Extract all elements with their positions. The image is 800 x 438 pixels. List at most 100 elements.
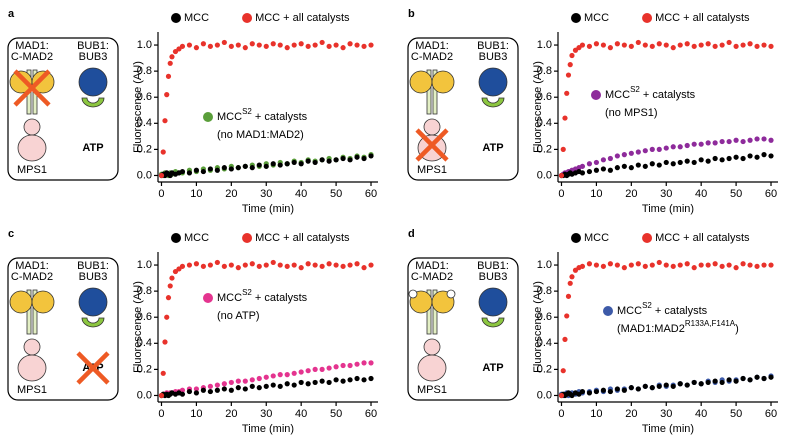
data-point <box>607 167 613 173</box>
data-point <box>200 41 206 47</box>
data-point <box>312 366 318 372</box>
data-point <box>326 365 332 371</box>
annotation-sup: S2 <box>642 301 652 310</box>
data-point <box>277 42 283 48</box>
annotation-text: MCC <box>605 89 630 101</box>
data-point <box>361 265 367 271</box>
data-point <box>628 43 634 49</box>
x-tick-label: 50 <box>730 188 742 200</box>
diagram-label: BUB1: <box>477 260 509 272</box>
data-point <box>277 372 283 378</box>
data-point <box>740 42 746 48</box>
data-point <box>284 161 290 167</box>
mad2 <box>431 70 455 94</box>
diagram-label: C-MAD2 <box>11 271 53 283</box>
data-point <box>649 43 655 49</box>
data-point <box>698 262 704 268</box>
panel-label: a <box>8 8 15 20</box>
data-point <box>621 265 627 271</box>
data-point <box>214 387 220 393</box>
data-point <box>270 382 276 388</box>
data-point <box>179 168 186 175</box>
data-point <box>235 165 241 171</box>
data-point <box>200 387 206 393</box>
x-axis-title: Time (min) <box>642 423 694 435</box>
data-point <box>298 265 304 271</box>
data-point <box>164 92 170 98</box>
y-tick-label: 0.2 <box>537 143 552 155</box>
data-point <box>747 377 753 383</box>
y-tick-label: 0.2 <box>137 363 152 375</box>
diagram-label: MPS1 <box>17 384 47 396</box>
y-tick-label: 0.0 <box>537 169 552 181</box>
mad1-stalk <box>432 289 438 335</box>
data-point <box>263 163 269 169</box>
bub3 <box>78 287 108 317</box>
data-point <box>169 275 175 281</box>
data-point <box>256 375 262 382</box>
bub3 <box>478 67 508 97</box>
annotation-text: + catalysts <box>252 111 308 123</box>
data-point <box>628 262 634 268</box>
data-point <box>677 159 683 166</box>
data-point <box>740 261 746 267</box>
mps1-head <box>23 338 41 356</box>
data-point <box>733 137 739 143</box>
data-point <box>684 261 690 267</box>
x-tick-label: 0 <box>558 188 564 200</box>
data-point <box>691 43 697 49</box>
data-point <box>677 262 683 268</box>
data-point <box>768 262 774 268</box>
data-point <box>312 42 318 48</box>
data-point <box>719 42 725 48</box>
data-point <box>579 170 586 176</box>
cross <box>76 351 110 385</box>
data-point <box>586 168 593 175</box>
data-point <box>607 388 613 395</box>
annotation-text: (MAD1:MAD2 <box>617 323 685 335</box>
data-point <box>768 43 774 49</box>
data-point <box>698 157 704 163</box>
data-point <box>642 383 648 389</box>
data-point <box>312 159 318 166</box>
data-point <box>565 72 572 78</box>
data-point <box>291 370 297 376</box>
y-tick-label: 0.4 <box>537 117 552 129</box>
data-point <box>270 373 276 379</box>
data-point <box>291 42 297 48</box>
data-point <box>562 115 568 121</box>
mad1-stalk <box>426 69 432 115</box>
data-point <box>249 383 255 389</box>
data-point <box>733 265 739 271</box>
data-point <box>747 137 753 143</box>
data-point <box>235 42 241 48</box>
data-point <box>579 388 586 395</box>
data-point <box>761 375 767 382</box>
diagram-label: BUB3 <box>479 51 508 63</box>
annotation: MCCS2 + catalysts <box>217 107 308 123</box>
data-point <box>754 136 760 142</box>
data-point <box>691 159 697 166</box>
diagram-label: MAD1: <box>15 40 49 52</box>
data-point <box>291 382 297 388</box>
x-tick-label: 40 <box>295 408 307 420</box>
annotation: (no ATP) <box>217 310 260 322</box>
y-tick-label: 0.6 <box>137 311 152 323</box>
y-tick-label: 1.0 <box>137 259 152 271</box>
data-point <box>733 154 739 160</box>
x-tick-label: 30 <box>260 408 272 420</box>
data-point <box>670 45 676 51</box>
data-point <box>670 144 676 150</box>
data-point <box>368 42 374 48</box>
y-tick-label: 0.4 <box>537 337 552 349</box>
x-tick-label: 60 <box>765 408 777 420</box>
diagram-label: MAD1: <box>415 260 449 272</box>
data-point <box>754 154 760 160</box>
diagram-label: BUB1: <box>77 260 109 272</box>
data-point <box>340 378 346 384</box>
data-point <box>298 379 304 386</box>
annotation-text: (no MPS1) <box>605 107 658 119</box>
y-tick-label: 0.4 <box>137 117 152 129</box>
mad2 <box>31 70 55 94</box>
